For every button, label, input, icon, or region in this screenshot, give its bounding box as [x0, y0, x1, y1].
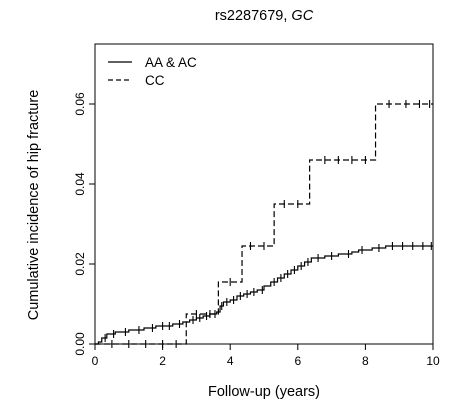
x-axis: 0 2 4 6 8 10 — [92, 344, 440, 368]
series-layer — [95, 100, 433, 348]
y-tick-label: 0.00 — [73, 332, 87, 356]
y-tick-label: 0.06 — [73, 92, 87, 116]
x-tick-label: 8 — [362, 354, 369, 368]
legend: AA & AC CC — [108, 55, 197, 88]
chart-title-prefix: rs2287679, — [215, 8, 292, 24]
y-axis-label: Cumulative incidence of hip fracture — [26, 90, 42, 321]
chart-title-gene: GC — [291, 8, 313, 24]
plot-frame — [94, 43, 434, 345]
y-tick-label: 0.02 — [73, 252, 87, 276]
y-tick-label: 0.04 — [73, 172, 87, 196]
chart-title: rs2287679, GC — [215, 8, 314, 24]
series-line-cc — [95, 103, 433, 345]
legend-label-aa-ac: AA & AC — [145, 55, 197, 70]
x-tick-label: 6 — [294, 354, 301, 368]
x-tick-label: 4 — [227, 354, 234, 368]
x-tick-label: 0 — [92, 354, 99, 368]
legend-label-cc: CC — [145, 73, 165, 88]
x-tick-label: 10 — [426, 354, 440, 368]
series-line-aa-ac — [95, 245, 433, 345]
y-axis: 0.00 0.02 0.04 0.06 — [73, 92, 95, 356]
x-axis-label: Follow-up (years) — [208, 384, 320, 400]
x-tick-label: 2 — [159, 354, 166, 368]
